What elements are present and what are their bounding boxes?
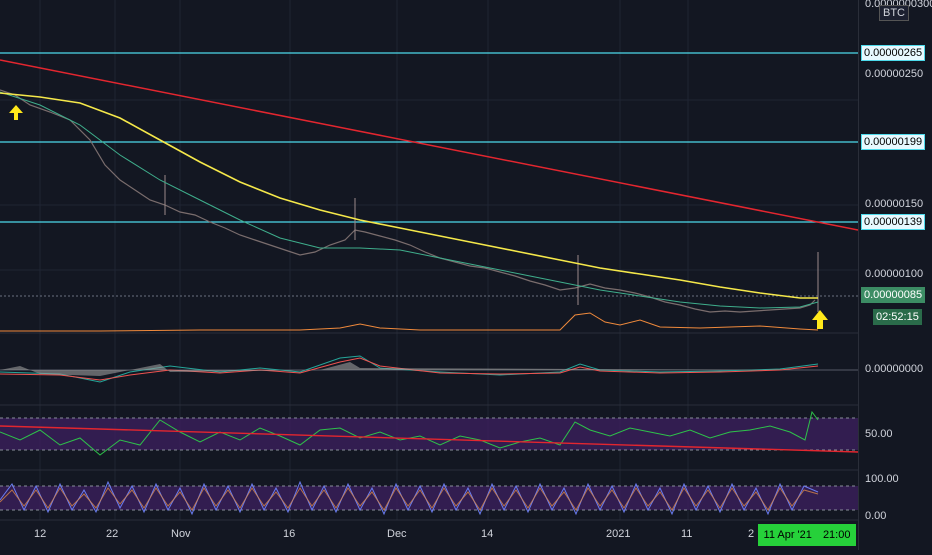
time-label: 2: [748, 528, 755, 540]
level-tag-199[interactable]: 0.00000199: [861, 134, 926, 150]
time-label: 12: [34, 528, 47, 540]
stoch-d-line: [0, 487, 819, 511]
time-label: 14: [481, 528, 494, 540]
time-label: Nov: [171, 528, 191, 540]
current-price-tag: 0.00000085: [861, 287, 926, 303]
level-tag-265[interactable]: 0.00000265: [861, 45, 926, 61]
price-label: 0.00000100: [865, 268, 924, 280]
price-axis[interactable]: 0.0000000300 BTC 0.00000265 0.00000250 0…: [858, 0, 932, 550]
pane-separators: [0, 332, 858, 521]
price-series: [0, 89, 816, 313]
crosshair-time: 21:00: [822, 529, 851, 541]
stoch-k-line: [0, 480, 819, 516]
crosshair-date: 11 Apr '21: [763, 529, 812, 541]
rsi-line: [0, 410, 819, 456]
chart-canvas[interactable]: 12 22 Nov 16 Dec 14 2021 11 2 11 Apr '21…: [0, 0, 859, 550]
ma-short: [0, 91, 819, 309]
oscillator-line-b: [0, 357, 819, 381]
trend-line: [0, 59, 859, 231]
price-label: 0.00000150: [865, 198, 924, 210]
grid: [0, 0, 858, 520]
rsi-trend-line: [0, 425, 859, 453]
bar-countdown-tag: 02:52:15: [873, 309, 922, 325]
crosshair-date-badge: 11 Apr '21 21:00: [758, 524, 856, 546]
chart-svg[interactable]: [0, 0, 859, 550]
stoch-top-label: 100.00: [865, 473, 899, 485]
time-label: 16: [283, 528, 296, 540]
stoch-bottom-label: 0.00: [865, 510, 887, 522]
wick-spikes: [164, 175, 819, 312]
oscillator-zero-label: 0.00000000: [865, 363, 924, 375]
time-label: 11: [681, 528, 693, 540]
rsi-band: [0, 418, 858, 450]
arrow-up-icon: [9, 105, 23, 120]
ma-long: [0, 92, 818, 299]
level-tag-139[interactable]: 0.00000139: [861, 214, 926, 230]
time-label: 2021: [606, 528, 631, 540]
time-label: Dec: [387, 528, 407, 540]
time-label: 22: [106, 528, 119, 540]
rsi-mid-label: 50.00: [865, 428, 893, 440]
currency-badge[interactable]: BTC: [879, 5, 909, 21]
volume-line: [0, 312, 819, 332]
oscillator-histogram: [0, 362, 818, 376]
arrow-up-icon: [812, 310, 828, 329]
price-label: 0.00000250: [865, 68, 924, 80]
horizontal-lines: [0, 52, 858, 223]
